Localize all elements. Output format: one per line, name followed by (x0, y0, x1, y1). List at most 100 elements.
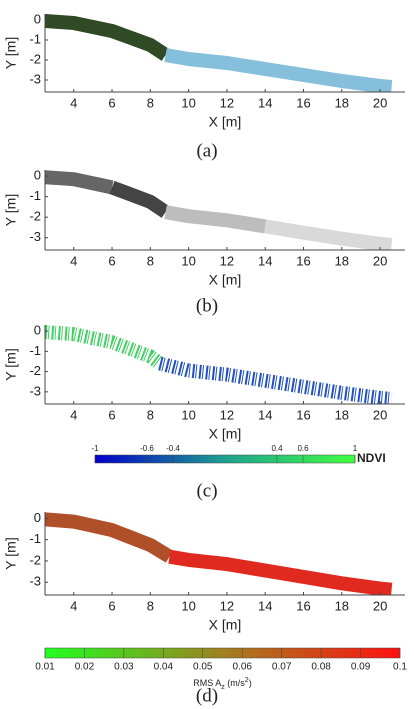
caption: (b) (196, 295, 218, 316)
track (45, 325, 165, 370)
x-tick-label: 14 (258, 95, 272, 110)
x-axis-label: X [m] (209, 272, 242, 288)
y-axis-label: Y [m] (3, 194, 19, 226)
y-tick-label: -3 (29, 383, 41, 398)
y-tick-label: -2 (29, 363, 41, 378)
track (45, 170, 114, 195)
y-axis-label: Y [m] (3, 37, 19, 69)
x-tick-label: 6 (108, 407, 115, 422)
x-tick-label: 20 (373, 407, 387, 422)
y-tick-label: 0 (34, 11, 41, 26)
y-axis-label: Y [m] (3, 537, 19, 569)
x-tick-label: 14 (258, 253, 272, 268)
colorbar-tick-label: -0.6 (140, 444, 154, 453)
y-tick-label: -1 (29, 343, 41, 358)
colorbar-tick-label: 0.05 (193, 662, 213, 673)
colorbar-tick-label: 0.1 (393, 662, 407, 673)
x-tick-label: 8 (147, 407, 154, 422)
colorbar-label-part: z (221, 684, 225, 691)
track (168, 549, 393, 595)
x-tick-label: 12 (220, 407, 234, 422)
x-tick-label: 4 (70, 253, 77, 268)
y-tick-label: -3 (29, 574, 41, 589)
x-tick-label: 18 (335, 598, 349, 613)
x-tick-label: 12 (220, 598, 234, 613)
track (164, 48, 393, 92)
x-tick-label: 16 (296, 598, 310, 613)
x-tick-label: 16 (296, 95, 310, 110)
track (164, 205, 267, 234)
x-tick-label: 10 (181, 253, 195, 268)
plot-area (45, 170, 393, 250)
colorbar-tick-label: -0.4 (166, 444, 180, 453)
colorbar-tick-label: 0.09 (351, 662, 371, 673)
x-tick-label: 18 (335, 407, 349, 422)
y-tick-label: -2 (29, 51, 41, 66)
plot-area (45, 325, 393, 404)
y-tick-label: 0 (34, 323, 41, 338)
y-tick-label: -1 (29, 188, 41, 203)
y-tick-label: -3 (29, 229, 41, 244)
x-axis-label: X [m] (209, 426, 242, 442)
x-tick-label: 8 (147, 95, 154, 110)
x-tick-label: 12 (220, 253, 234, 268)
colorbar-tick-label: 0.08 (311, 662, 331, 673)
x-tick-label: 14 (258, 407, 272, 422)
colorbar-tick-label: 0.06 (232, 662, 252, 673)
x-axis-label: X [m] (209, 114, 242, 130)
x-tick-label: 4 (70, 95, 77, 110)
x-tick-label: 6 (108, 253, 115, 268)
colorbar-tick-label: 0.04 (154, 662, 174, 673)
colorbar-tick-label: 0.01 (35, 662, 55, 673)
plot-area (45, 14, 393, 92)
colorbar (94, 454, 356, 464)
colorbar-tick-label: 0.03 (114, 662, 134, 673)
x-tick-label: 8 (147, 598, 154, 613)
x-tick-label: 10 (181, 598, 195, 613)
colorbar-label: RMS Az (m/s2) (193, 677, 251, 691)
x-tick-label: 10 (181, 95, 195, 110)
colorbar-label-part: (m/s (225, 678, 245, 688)
y-axis-label: Y [m] (3, 348, 19, 380)
colorbar-tick-label: -1 (91, 444, 99, 453)
colorbar (44, 647, 401, 659)
colorbar-label: NDVI (357, 451, 386, 465)
colorbar-tick-label: 0.4 (271, 444, 283, 453)
y-tick-label: 0 (34, 168, 41, 183)
colorbar-label-part: 2 (245, 677, 249, 684)
track (158, 356, 393, 404)
colorbar-tick-label: 0.6 (297, 444, 309, 453)
y-tick-label: -2 (29, 209, 41, 224)
y-tick-label: -3 (29, 71, 41, 86)
y-tick-label: -1 (29, 31, 41, 46)
x-tick-label: 6 (108, 95, 115, 110)
x-tick-label: 6 (108, 598, 115, 613)
track (45, 512, 174, 563)
x-tick-label: 4 (70, 407, 77, 422)
x-tick-label: 20 (373, 253, 387, 268)
x-tick-label: 20 (373, 95, 387, 110)
colorbar-tick-label: 1 (353, 444, 358, 453)
x-axis-label: X [m] (209, 617, 242, 633)
x-tick-label: 10 (181, 407, 195, 422)
caption: (a) (196, 140, 217, 161)
colorbar-label-part: RMS A (193, 678, 221, 688)
x-tick-label: 16 (296, 407, 310, 422)
y-tick-label: -1 (29, 531, 41, 546)
colorbar-tick-label: 0.07 (272, 662, 292, 673)
x-tick-label: 18 (335, 95, 349, 110)
x-tick-label: 20 (373, 598, 387, 613)
track (264, 219, 393, 250)
colorbar-tick-label: 0.02 (75, 662, 95, 673)
colorbar-label-part: ) (249, 678, 252, 688)
track (109, 180, 170, 218)
track (45, 14, 170, 61)
y-tick-label: -2 (29, 552, 41, 567)
caption: (c) (196, 480, 217, 501)
x-tick-label: 8 (147, 253, 154, 268)
caption: (d) (196, 685, 218, 706)
y-tick-label: 0 (34, 510, 41, 525)
x-tick-label: 16 (296, 253, 310, 268)
x-tick-label: 12 (220, 95, 234, 110)
